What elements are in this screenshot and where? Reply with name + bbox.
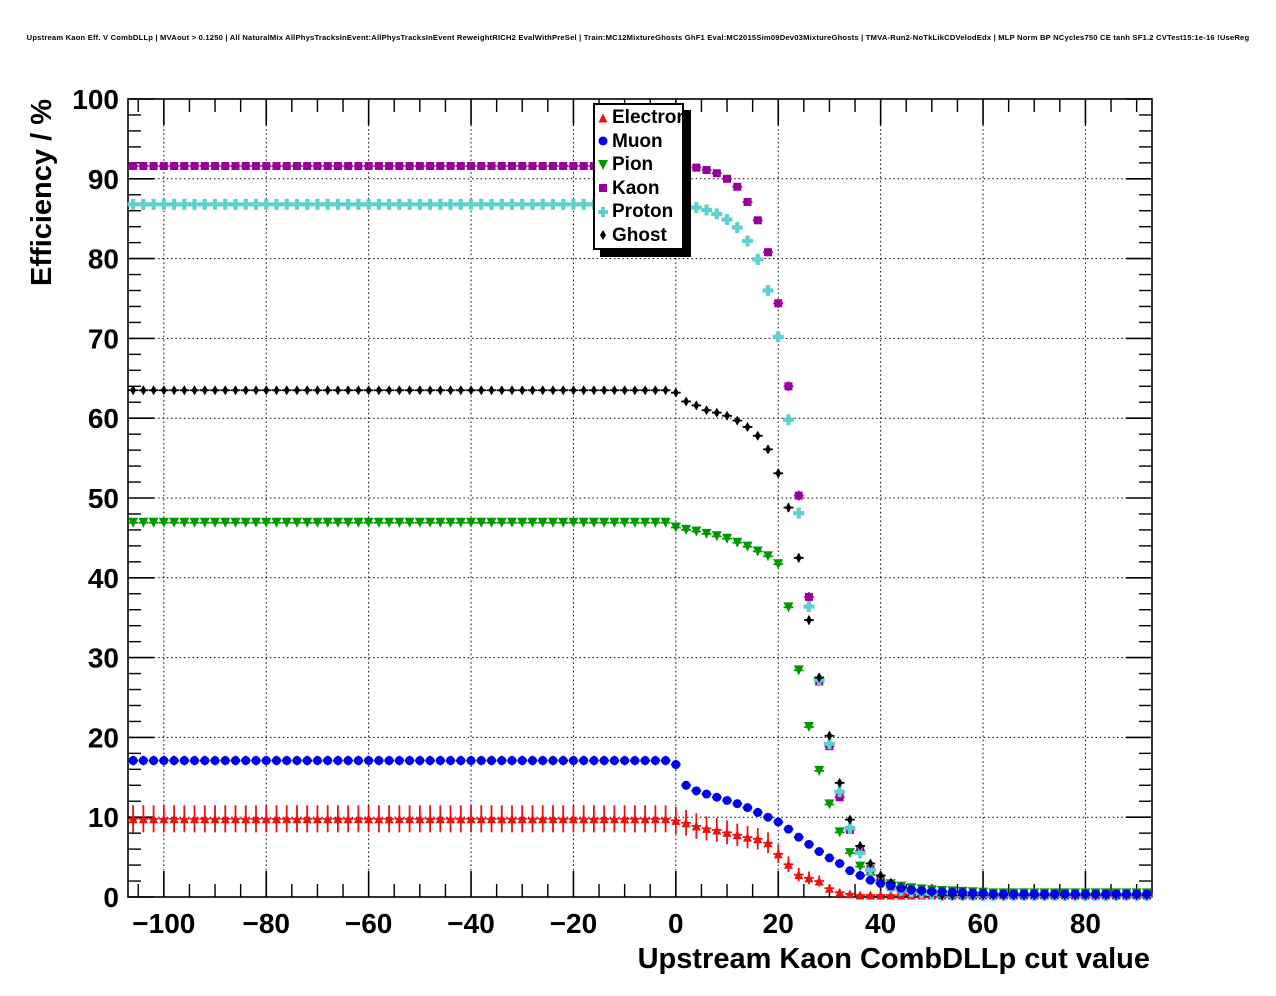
kaon-marker-icon [599,184,607,193]
legend-item-kaon: Kaon [595,177,682,200]
series-ghost [128,385,1152,901]
plot-title: Upstream Kaon Eff. V CombDLLp | MVAout >… [26,33,1250,42]
pion-marker-icon [598,159,608,170]
x-tick-label: 20 [763,908,794,939]
proton-marker-icon [598,206,608,217]
legend-label: Ghost [612,224,667,246]
series-pion [128,517,1152,899]
legend-item-proton: Proton [595,200,682,223]
legend-label: Pion [612,154,654,176]
x-tick-label: −40 [447,908,495,939]
legend-item-pion: Pion [595,153,682,176]
series-muon [128,755,1152,899]
ghost-marker-icon [600,230,606,241]
legend: Electron Muon Pion Kaon Proton Ghost [593,103,688,250]
series-kaon [128,162,1152,900]
x-axis-title: Upstream Kaon CombDLLp cut value [637,943,1150,975]
x-tick-label: 80 [1070,908,1101,939]
legend-label: Kaon [612,177,660,199]
x-tick-label: −20 [550,908,598,939]
x-tick-label: −100 [132,908,195,939]
x-tick-label: 0 [668,908,684,939]
x-tick-label: 60 [967,908,998,939]
x-tick-label: 40 [865,908,896,939]
y-tick-label: 90 [88,164,119,195]
y-tick-label: 30 [88,643,119,674]
y-tick-label: 80 [88,244,119,275]
legend-item-ghost: Ghost [595,224,682,247]
y-tick-label: 0 [103,882,119,913]
muon-marker-icon [598,136,608,146]
legend-label: Electron [612,107,689,129]
y-tick-label: 60 [88,403,119,434]
y-tick-label: 10 [88,802,119,833]
y-tick-label: 40 [88,563,119,594]
x-tick-label: −80 [242,908,290,939]
legend-label: Muon [612,130,663,152]
y-tick-label: 50 [88,483,119,514]
series-proton [127,198,1153,901]
electron-marker-icon [598,113,608,123]
legend-item-electron: Electron [595,106,688,129]
legend-item-muon: Muon [595,130,682,153]
y-tick-label: 20 [88,722,119,753]
series-electron [128,805,1152,900]
legend-label: Proton [612,201,674,223]
y-axis-title: Efficiency / % [26,99,58,286]
x-tick-label: −60 [345,908,393,939]
y-tick-label: 100 [72,84,119,115]
y-tick-label: 70 [88,323,119,354]
